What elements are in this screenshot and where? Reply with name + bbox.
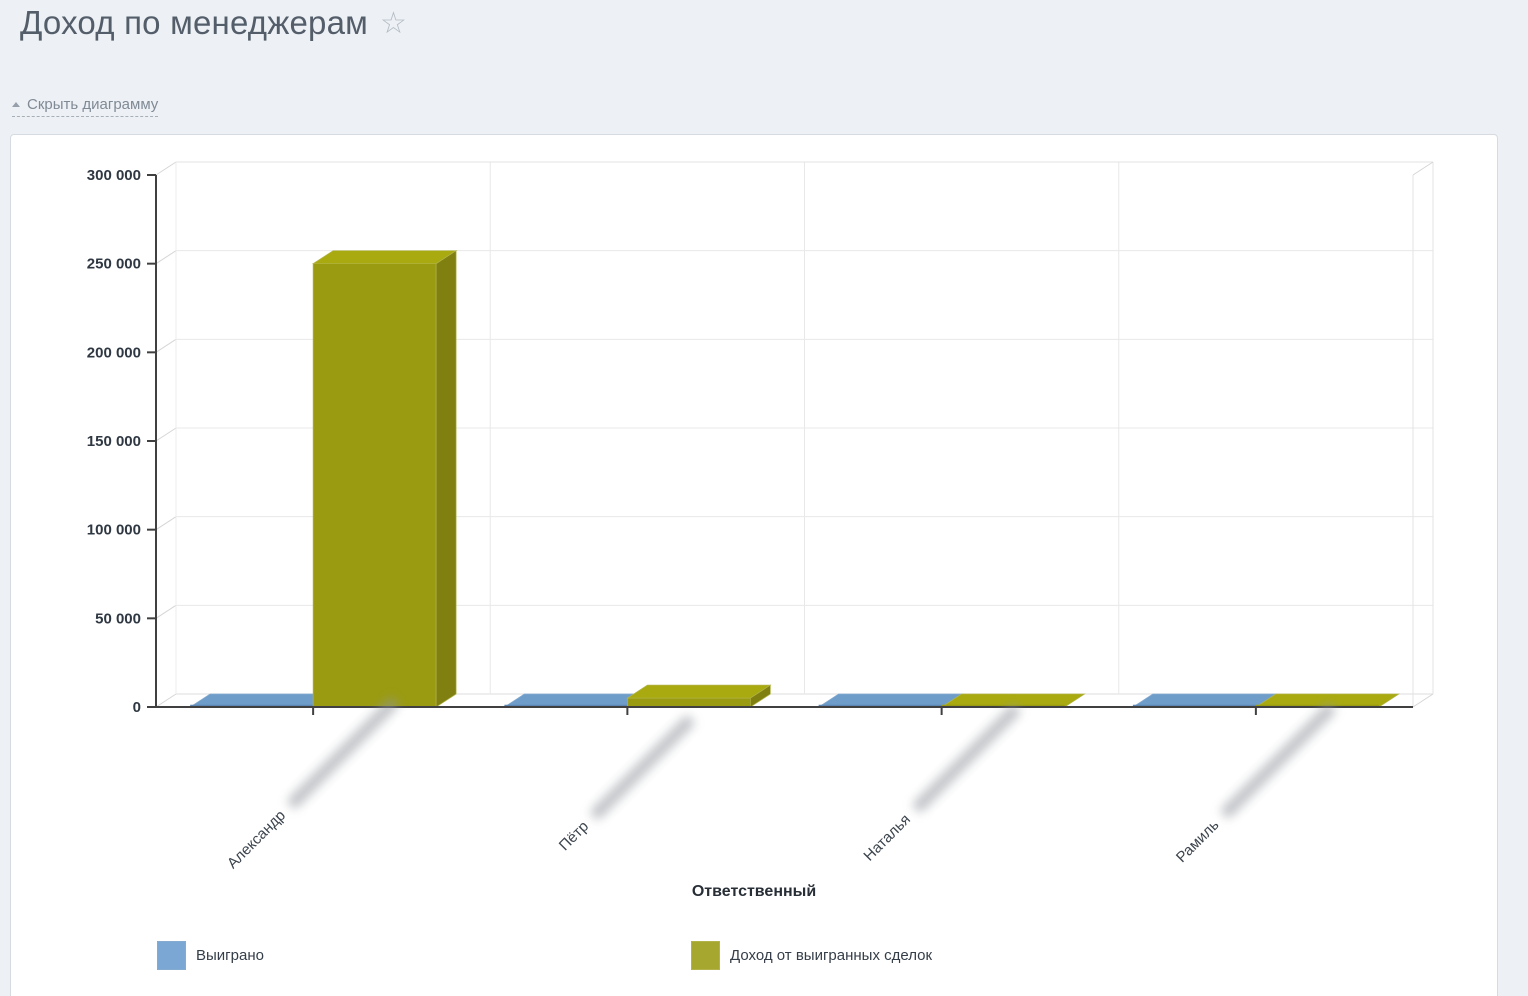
income-by-manager-chart: 0 50 000 100 000 150 000 200 000 250 000 300 0… xyxy=(87,161,1434,716)
chart-line xyxy=(155,516,177,531)
title-row: Доход по менеджерам ☆ xyxy=(20,4,407,42)
chart-line xyxy=(155,338,177,353)
chart-line xyxy=(1412,693,1434,708)
toggle-diagram-label: Скрыть диаграмму xyxy=(27,96,159,113)
bar-front[interactable] xyxy=(627,697,751,708)
chart-line xyxy=(155,427,177,442)
legend-swatch-won-icon xyxy=(157,941,186,970)
legend-item-income[interactable]: Доход от выигранных сделок xyxy=(691,941,932,970)
x-axis-title: Ответственный xyxy=(691,883,817,900)
legend-label-won: Выиграно xyxy=(196,947,264,964)
y-axis-tick-label: 50 000 xyxy=(95,610,141,627)
y-axis-tick-label: 300 000 xyxy=(87,167,141,184)
legend-item-won[interactable]: Выиграно xyxy=(157,941,264,970)
favorite-star-icon[interactable]: ☆ xyxy=(380,7,407,40)
chart-line xyxy=(155,693,177,708)
bar-side[interactable] xyxy=(750,684,771,708)
bar-side[interactable] xyxy=(435,250,457,708)
toggle-diagram-link[interactable]: Скрыть диаграмму xyxy=(12,96,159,117)
chart-line xyxy=(155,250,177,265)
y-axis-tick-label: 100 000 xyxy=(87,522,141,539)
y-axis-tick-label: 250 000 xyxy=(87,256,141,273)
y-axis-tick-label: 0 xyxy=(133,699,141,716)
page-title: Доход по менеджерам xyxy=(20,4,369,41)
y-axis-tick-label: 200 000 xyxy=(87,344,141,361)
chart-line xyxy=(1412,161,1434,176)
chevron-up-icon xyxy=(12,102,20,107)
chart-card: 0 50 000 100 000 150 000 200 000 250 000 300 0… xyxy=(10,134,1498,996)
chart-legend: Выиграно Доход от выигранных сделок xyxy=(11,941,1497,971)
chart-line xyxy=(155,161,177,176)
legend-label-income: Доход от выигранных сделок xyxy=(730,947,933,964)
y-axis-tick-label: 150 000 xyxy=(87,433,141,450)
bar-top[interactable] xyxy=(626,684,772,699)
legend-swatch-income-icon xyxy=(691,941,720,970)
bar-front[interactable] xyxy=(312,263,437,708)
chart-line xyxy=(155,604,177,619)
bar-top[interactable] xyxy=(311,250,458,265)
